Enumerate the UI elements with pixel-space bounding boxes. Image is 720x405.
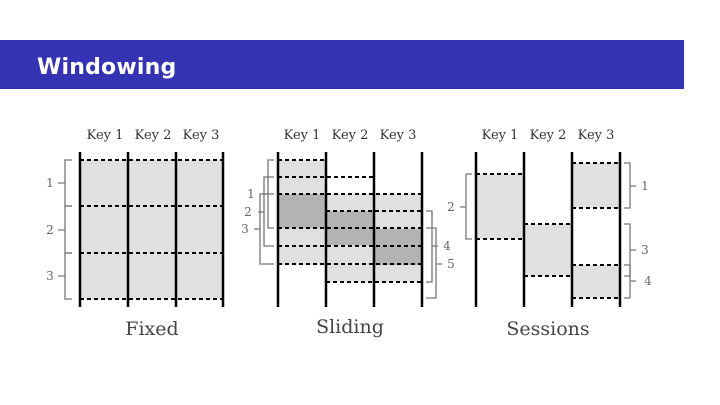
sessions-window-1-label: 1 (641, 179, 649, 193)
sliding-window-5-bracket (426, 227, 442, 299)
sliding-window-3-label: 3 (241, 222, 249, 236)
sliding-key-1-overlap (278, 194, 326, 228)
slide-title: Windowing (37, 55, 177, 80)
sessions-key-1-label: Key 1 (482, 128, 519, 143)
fixed-window-area (80, 160, 223, 299)
sessions-window-4-bracket (624, 264, 636, 299)
fixed-window-1-bracket (58, 159, 72, 207)
sliding-caption: Sliding (316, 316, 384, 338)
sessions-key-3-session-b (572, 265, 620, 298)
fixed-key-1-label: Key 1 (87, 128, 124, 143)
sliding-window-3-bracket (254, 193, 274, 265)
sessions-key-2-label: Key 2 (530, 128, 567, 143)
sessions-window-2-bracket (460, 173, 472, 240)
sessions-window-2-label: 2 (447, 200, 455, 214)
sessions-key-3-session-a (572, 163, 620, 208)
fixed-window-3-label: 3 (46, 269, 54, 283)
sliding-key-1-label: Key 1 (284, 128, 321, 143)
fixed-panel: Key 1 Key 2 Key 3 1 2 3 Fixed (46, 128, 225, 340)
sessions-key-2-session (524, 224, 572, 276)
sessions-caption: Sessions (506, 318, 589, 340)
sessions-window-4-label: 4 (644, 274, 652, 288)
sliding-panel: Key 1 Key 2 Key 3 1 2 3 4 5 Sliding (241, 128, 455, 338)
fixed-window-1-label: 1 (46, 176, 54, 190)
sliding-window-4-bracket (426, 210, 438, 283)
sessions-panel: Key 1 Key 2 Key 3 2 1 3 4 Sessions (447, 128, 652, 340)
sessions-window-3-label: 3 (641, 243, 649, 257)
fixed-caption: Fixed (125, 318, 178, 340)
fixed-window-2-label: 2 (46, 223, 54, 237)
sessions-key-3-label: Key 3 (578, 128, 615, 143)
sliding-key-2-label: Key 2 (332, 128, 369, 143)
fixed-key-3-label: Key 3 (183, 128, 220, 143)
sliding-window-4-label: 4 (443, 239, 451, 253)
sessions-window-1-bracket (624, 162, 636, 209)
sliding-window-5-label: 5 (447, 257, 455, 271)
fixed-window-3-bracket (58, 252, 72, 300)
sliding-window-2-label: 2 (244, 205, 252, 219)
sliding-window-2-bracket (258, 176, 274, 247)
sessions-key-1-session (476, 174, 524, 239)
title-bar (0, 40, 684, 89)
fixed-key-2-label: Key 2 (135, 128, 172, 143)
fixed-window-2-bracket (58, 205, 72, 254)
sliding-key-3-label: Key 3 (380, 128, 417, 143)
sessions-window-3-bracket (624, 223, 636, 277)
sliding-window-1-label: 1 (247, 187, 255, 201)
